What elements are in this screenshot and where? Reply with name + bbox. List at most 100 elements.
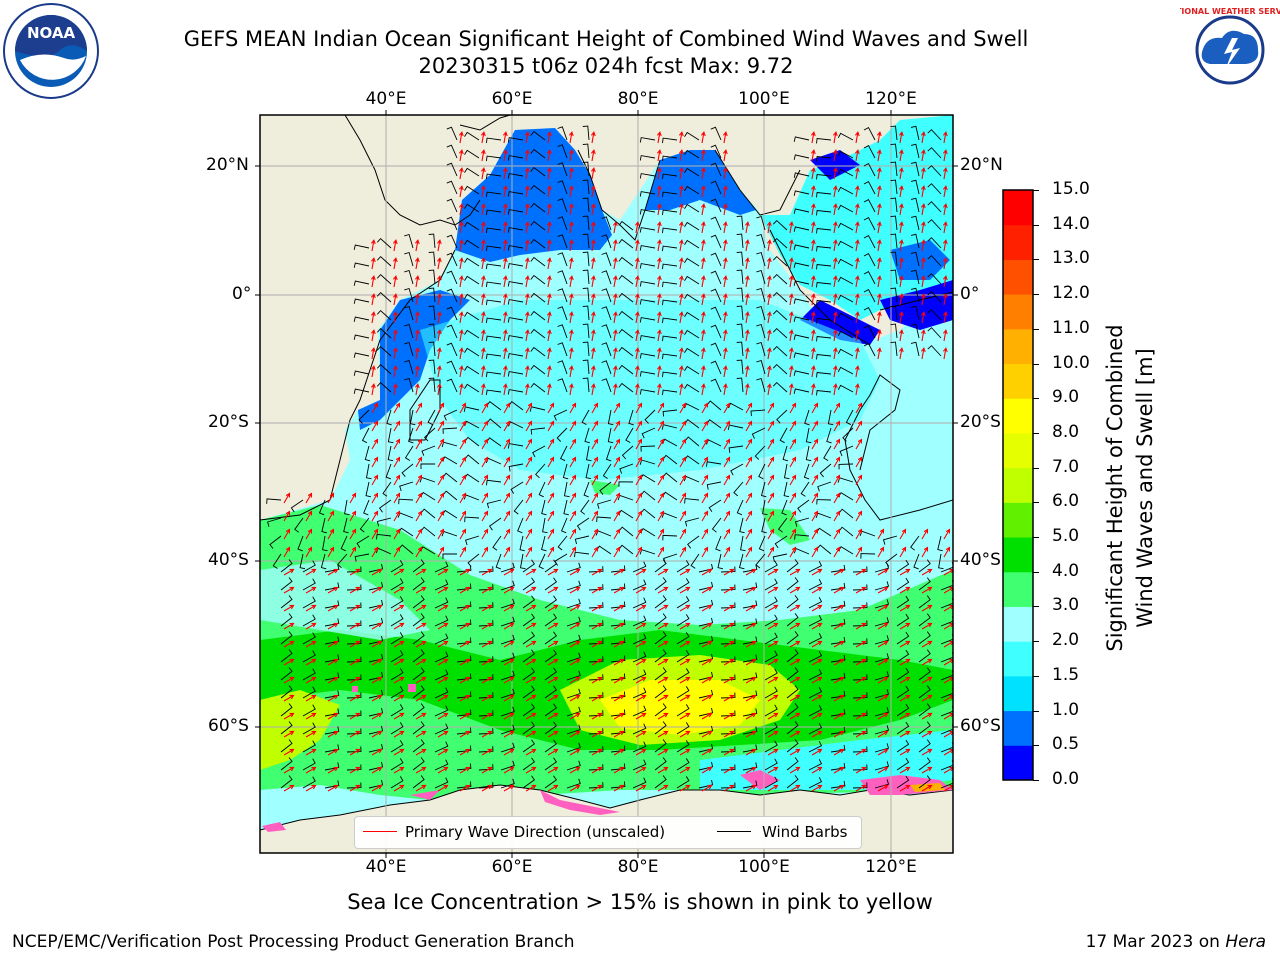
wave-direction-arrow bbox=[767, 676, 779, 684]
wave-direction-arrow bbox=[524, 365, 530, 378]
wave-direction-arrow bbox=[503, 748, 515, 756]
wind-barb bbox=[837, 186, 854, 195]
wave-direction-arrow bbox=[502, 347, 508, 360]
wave-direction-arrow bbox=[613, 492, 621, 504]
wave-direction-arrow bbox=[524, 239, 530, 252]
wave-direction-arrow bbox=[327, 658, 339, 666]
wind-barb bbox=[632, 669, 647, 681]
wave-direction-arrow bbox=[437, 402, 445, 414]
wind-barb bbox=[557, 270, 568, 285]
wind-barb bbox=[412, 685, 425, 699]
wind-barb bbox=[346, 620, 362, 627]
wave-direction-arrow bbox=[503, 510, 511, 522]
wave-direction-arrow bbox=[458, 149, 464, 162]
wave-direction-arrow bbox=[481, 510, 489, 522]
wave-direction-arrow bbox=[920, 311, 926, 324]
wave-direction-arrow bbox=[943, 766, 953, 774]
wave-direction-arrow bbox=[635, 730, 647, 738]
wave-direction-arrow bbox=[679, 586, 691, 594]
wind-barb bbox=[446, 126, 458, 141]
wave-direction-arrow bbox=[480, 293, 486, 306]
wave-direction-arrow bbox=[437, 420, 445, 432]
wave-direction-arrow bbox=[370, 383, 376, 396]
wind-barb bbox=[434, 723, 449, 735]
wave-direction-arrow bbox=[349, 748, 361, 756]
wave-direction-arrow bbox=[481, 730, 493, 738]
wave-direction-arrow bbox=[656, 365, 662, 378]
wind-barb bbox=[530, 202, 546, 213]
wave-direction-arrow bbox=[547, 456, 555, 468]
wind-barb bbox=[896, 739, 910, 753]
wind-barb bbox=[837, 276, 854, 285]
wind-barb bbox=[793, 226, 810, 232]
wave-direction-arrow bbox=[568, 149, 574, 162]
wave-direction-arrow bbox=[480, 221, 486, 234]
wind-barb bbox=[557, 126, 568, 141]
wind-barb bbox=[582, 323, 590, 339]
wind-barb bbox=[837, 258, 854, 267]
wave-direction-arrow bbox=[920, 203, 926, 216]
lon-tick-top: 100°E bbox=[738, 89, 790, 109]
wave-direction-arrow bbox=[942, 275, 948, 288]
colorbar-tick-label: 7.0 bbox=[1052, 456, 1080, 477]
wind-barb bbox=[378, 499, 392, 513]
wave-direction-arrow bbox=[481, 658, 493, 666]
wave-direction-arrow bbox=[327, 712, 339, 720]
wind-barb bbox=[852, 638, 868, 645]
wave-direction-arrow bbox=[656, 293, 662, 306]
wave-direction-arrow bbox=[525, 474, 533, 486]
wind-barb bbox=[390, 614, 404, 627]
wind-barb bbox=[736, 305, 744, 321]
wind-barb bbox=[742, 618, 758, 627]
wave-direction-arrow bbox=[877, 640, 889, 648]
wave-direction-arrow bbox=[590, 275, 596, 288]
wave-direction-arrow bbox=[437, 676, 449, 684]
wind-barb bbox=[485, 389, 502, 396]
colorbar-tick-label: 14.0 bbox=[1052, 213, 1090, 234]
wind-barb bbox=[280, 757, 293, 771]
wave-direction-arrow bbox=[766, 293, 772, 306]
wave-direction-arrow bbox=[876, 275, 882, 288]
wave-direction-arrow bbox=[590, 383, 596, 396]
wave-direction-arrow bbox=[810, 239, 816, 252]
wave-direction-arrow bbox=[590, 221, 596, 234]
wind-barb bbox=[654, 775, 667, 789]
wind-barb bbox=[619, 463, 634, 474]
wind-barb bbox=[601, 324, 612, 339]
wave-direction-arrow bbox=[349, 658, 361, 666]
colorbar bbox=[1002, 189, 1034, 781]
wind-barb bbox=[582, 125, 590, 141]
wave-direction-arrow bbox=[436, 257, 442, 270]
wind-barb bbox=[632, 741, 647, 753]
wave-direction-arrow bbox=[634, 383, 640, 396]
wind-barb bbox=[507, 371, 524, 377]
wind-barb bbox=[507, 443, 524, 449]
wind-barb bbox=[720, 674, 736, 681]
wave-direction-arrow bbox=[635, 456, 643, 468]
wave-direction-arrow bbox=[723, 640, 735, 648]
wave-direction-arrow bbox=[723, 676, 735, 684]
wind-barb bbox=[434, 651, 449, 663]
wave-direction-arrow bbox=[305, 586, 317, 594]
wind-barb bbox=[816, 210, 832, 216]
wind-barb bbox=[816, 228, 832, 234]
wind-barb bbox=[808, 560, 823, 573]
wave-direction-arrow bbox=[414, 383, 420, 396]
wave-direction-arrow bbox=[349, 528, 357, 540]
wind-barb bbox=[793, 316, 810, 322]
wave-direction-arrow bbox=[503, 402, 511, 414]
wind-barb bbox=[720, 710, 736, 717]
wave-direction-arrow bbox=[810, 185, 816, 198]
wind-barb bbox=[654, 757, 667, 771]
wave-direction-arrow bbox=[921, 730, 933, 738]
wind-barb bbox=[412, 703, 425, 717]
wind-barb bbox=[446, 270, 458, 285]
wave-direction-arrow bbox=[811, 766, 823, 774]
wave-direction-arrow bbox=[767, 586, 779, 594]
wind-barb bbox=[762, 499, 768, 516]
wave-direction-arrow bbox=[371, 622, 383, 630]
wave-direction-arrow bbox=[503, 546, 511, 558]
wave-direction-arrow bbox=[458, 311, 464, 324]
wave-direction-arrow bbox=[569, 586, 581, 594]
wave-direction-arrow bbox=[459, 712, 471, 720]
